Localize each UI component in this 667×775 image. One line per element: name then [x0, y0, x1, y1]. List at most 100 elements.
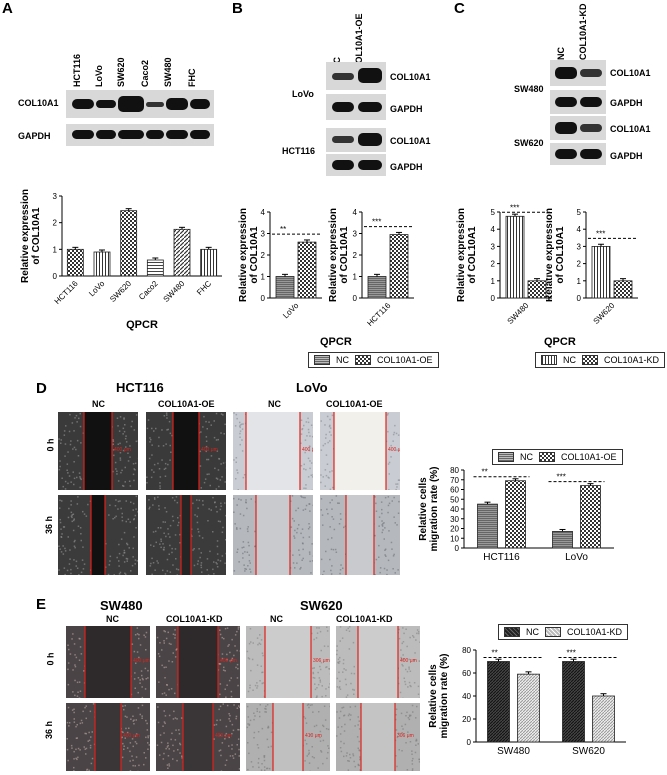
y-tick-label: 30 — [450, 515, 459, 524]
y-tick-label: 0 — [261, 294, 266, 303]
legend-label: COL10A1-KD — [567, 627, 622, 637]
blot-strip-col10a1 — [66, 90, 214, 118]
y-tick-label: 60 — [450, 486, 459, 495]
cell-line-label: LoVo — [292, 89, 314, 99]
y-tick-label: 3 — [491, 242, 496, 251]
x-tick-label: SW480 — [161, 279, 186, 304]
y-tick-label: 80 — [462, 646, 471, 655]
bar — [592, 246, 610, 298]
legend-swatch-oe — [355, 355, 371, 365]
x-tick-label: Caco2 — [137, 279, 160, 302]
legend-swatch-nc — [541, 355, 557, 365]
lane-label: Caco2 — [140, 60, 150, 87]
legend-swatch-oe — [539, 452, 555, 462]
blot-row-label: GAPDH — [610, 98, 643, 108]
bar — [276, 277, 294, 299]
y-tick-label: 80 — [450, 466, 459, 475]
row-header: 0 h — [46, 438, 56, 451]
blot-row-label: COL10A1 — [610, 124, 651, 134]
scale-label: 400 μm — [400, 658, 417, 664]
scale-label: 400 μm — [133, 658, 150, 664]
panel-letter-d: D — [36, 380, 47, 397]
lane-label: SW480 — [163, 57, 173, 87]
bar — [581, 486, 601, 548]
column-header: COL10A1-KD — [166, 614, 223, 624]
wound-healing-image — [233, 495, 313, 575]
y-axis-label: Relative cells — [428, 664, 439, 728]
x-tick-label: LoVo — [281, 301, 301, 321]
y-tick-label: 2 — [353, 251, 358, 260]
wound-healing-image: 400 μm — [233, 412, 313, 490]
column-header: COL10A1-OE — [326, 399, 383, 409]
legend-swatch-kd — [582, 355, 598, 365]
blot-row-label: GAPDH — [18, 131, 51, 141]
bar — [390, 235, 408, 298]
bar — [368, 277, 386, 299]
bar — [478, 504, 498, 548]
scale-label: 400 μm — [123, 733, 140, 739]
y-axis-label: Relative expression — [328, 208, 339, 302]
panel-letter-c: C — [454, 0, 465, 17]
y-tick-label: 3 — [353, 230, 358, 239]
scale-label: 400 μm — [220, 658, 237, 664]
blot-row-label: GAPDH — [610, 151, 643, 161]
y-tick-label: 0 — [577, 294, 582, 303]
bar — [506, 481, 526, 548]
bar — [553, 531, 573, 548]
wound-healing-image: 400 μm — [58, 412, 138, 490]
legend-label: COL10A1-OE — [561, 452, 617, 462]
y-tick-label: 1 — [353, 273, 358, 282]
y-tick-label: 1 — [261, 273, 266, 282]
scale-label: 306 μm — [313, 658, 330, 664]
y-tick-label: 40 — [462, 692, 471, 701]
wound-healing-image: 400 μm — [336, 626, 420, 698]
y-tick-label: 1 — [53, 245, 58, 254]
x-tick-label: HCT116 — [53, 279, 80, 306]
y-tick-label: 4 — [353, 208, 358, 217]
lane-label: SW620 — [116, 57, 126, 87]
bar — [201, 249, 217, 276]
y-axis-label: of COL10A1 — [249, 226, 260, 284]
y-axis-label: of COL10A1 — [31, 207, 42, 265]
bar — [593, 696, 615, 742]
bar — [614, 281, 632, 298]
wound-healing-image: 400 μm — [66, 703, 150, 771]
wound-healing-image: 400 μm — [156, 626, 240, 698]
y-tick-label: 0 — [491, 294, 496, 303]
column-header: NC — [92, 399, 105, 409]
y-axis-label: of COL10A1 — [467, 226, 478, 284]
y-axis-label: Relative expression — [546, 208, 555, 302]
cell-line-title: SW620 — [300, 598, 343, 613]
y-axis-label: Relative cells — [418, 477, 429, 541]
blot-row-label: COL10A1 — [18, 98, 59, 108]
significance-label: *** — [510, 203, 519, 212]
y-tick-label: 3 — [577, 242, 582, 251]
legend-swatch-kd — [545, 627, 561, 637]
legend-swatch-nc — [504, 627, 520, 637]
wound-healing-image: 410 μm — [246, 703, 330, 771]
column-header: NC — [268, 399, 281, 409]
x-tick-label: HCT116 — [483, 552, 520, 563]
y-tick-label: 20 — [450, 525, 459, 534]
panel-letter-a: A — [2, 0, 13, 17]
blot-strip-gapdh — [66, 124, 214, 146]
y-tick-label: 70 — [450, 476, 459, 485]
cell-line-title: SW480 — [100, 598, 143, 613]
legend-b: NC COL10A1-OE — [308, 352, 439, 368]
cell-line-title: LoVo — [296, 380, 328, 395]
y-tick-label: 0 — [53, 272, 58, 281]
blot-row-label: GAPDH — [390, 162, 423, 172]
y-axis-label: Relative expression — [238, 208, 249, 302]
bar — [121, 211, 137, 276]
y-tick-label: 10 — [450, 534, 459, 543]
legend-label: NC — [336, 355, 349, 365]
lane-label: FHC — [187, 69, 197, 88]
bar — [563, 662, 585, 743]
cell-line-label: SW620 — [514, 138, 544, 148]
y-axis-label: of COL10A1 — [339, 226, 350, 284]
y-tick-label: 4 — [261, 208, 266, 217]
